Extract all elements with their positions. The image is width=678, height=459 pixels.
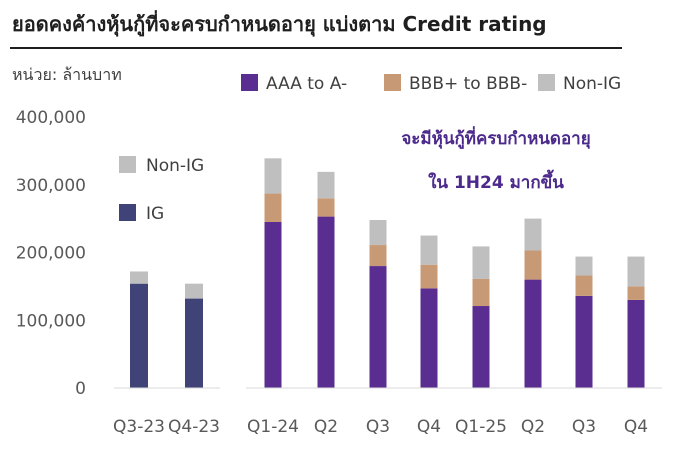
right-bar-3-bbb [369,245,387,267]
right-x-label: Q3 [366,417,390,437]
left-bar-1-ig [130,283,148,388]
right-bar-6-nonig [524,218,542,251]
left-x-label: Q3-23 [113,417,165,437]
left-bar-2-ig [185,298,203,388]
right-bar-6-bbb [524,250,542,280]
right-bar-5-aaa [472,306,490,388]
chart-title: ยอดคงค้างหุ้นกู้ที่จะครบกำหนดอายุ แบ่งตา… [12,12,547,36]
right-x-label: Q4 [417,417,441,437]
right-bar-5-nonig [472,246,490,279]
right-bar-8-bbb [627,286,645,300]
right-bar-2-bbb [317,198,335,217]
right-x-label: Q2 [314,417,338,437]
left-bar-2-nonig [185,283,203,299]
right-bar-3-aaa [369,266,387,388]
y-tick-label: 400,000 [16,108,86,128]
legend-swatch-ig [119,204,136,221]
y-tick-label: 200,000 [16,244,86,264]
legend-swatch-bbb [384,74,401,91]
right-bar-4-bbb [420,264,438,289]
right-bar-1-bbb [264,193,282,223]
left-x-label: Q4-23 [168,417,220,437]
left-bar-1-nonig [130,271,148,284]
right-bar-7-nonig [575,256,593,276]
right-x-label: Q3 [572,417,596,437]
legend-label-nonig: Non-IG [563,74,621,94]
right-bar-2-aaa [317,216,335,388]
unit-label: หน่วย: ล้านบาท [12,65,122,84]
right-bar-5-bbb [472,278,490,307]
title-underline [10,47,622,49]
right-x-label: Q4 [624,417,648,437]
annotation-line-1: จะมีหุ้นกู้ที่ครบกำหนดอายุ [401,126,590,150]
legend-swatch-aaa [241,74,258,91]
right-bar-3-nonig [369,219,387,246]
right-bar-7-bbb [575,275,593,296]
right-bar-8-nonig [627,256,645,287]
annotation-line-2: ใน 1H24 มากขึ้น [428,169,564,193]
right-bar-2-nonig [317,171,335,199]
right-bar-4-aaa [420,288,438,388]
right-bar-8-aaa [627,299,645,388]
y-tick-label: 0 [75,379,86,399]
right-bar-6-aaa [524,279,542,388]
legend-label-aaa: AAA to A- [266,74,347,94]
legend-label-bbb: BBB+ to BBB- [409,74,527,94]
y-tick-label: 300,000 [16,176,86,196]
right-x-label: Q1-25 [455,417,507,437]
legend-swatch-nonig [119,156,136,173]
right-bar-4-nonig [420,235,438,265]
legend-label-ig: IG [146,204,164,224]
right-x-label: Q2 [521,417,545,437]
legend-label-nonig: Non-IG [146,156,204,176]
right-x-label: Q1-24 [247,417,299,437]
y-tick-label: 100,000 [16,311,86,331]
right-bar-1-nonig [264,158,282,194]
right-bar-7-aaa [575,295,593,388]
legend-swatch-nonig [538,74,555,91]
right-bar-1-aaa [264,222,282,388]
